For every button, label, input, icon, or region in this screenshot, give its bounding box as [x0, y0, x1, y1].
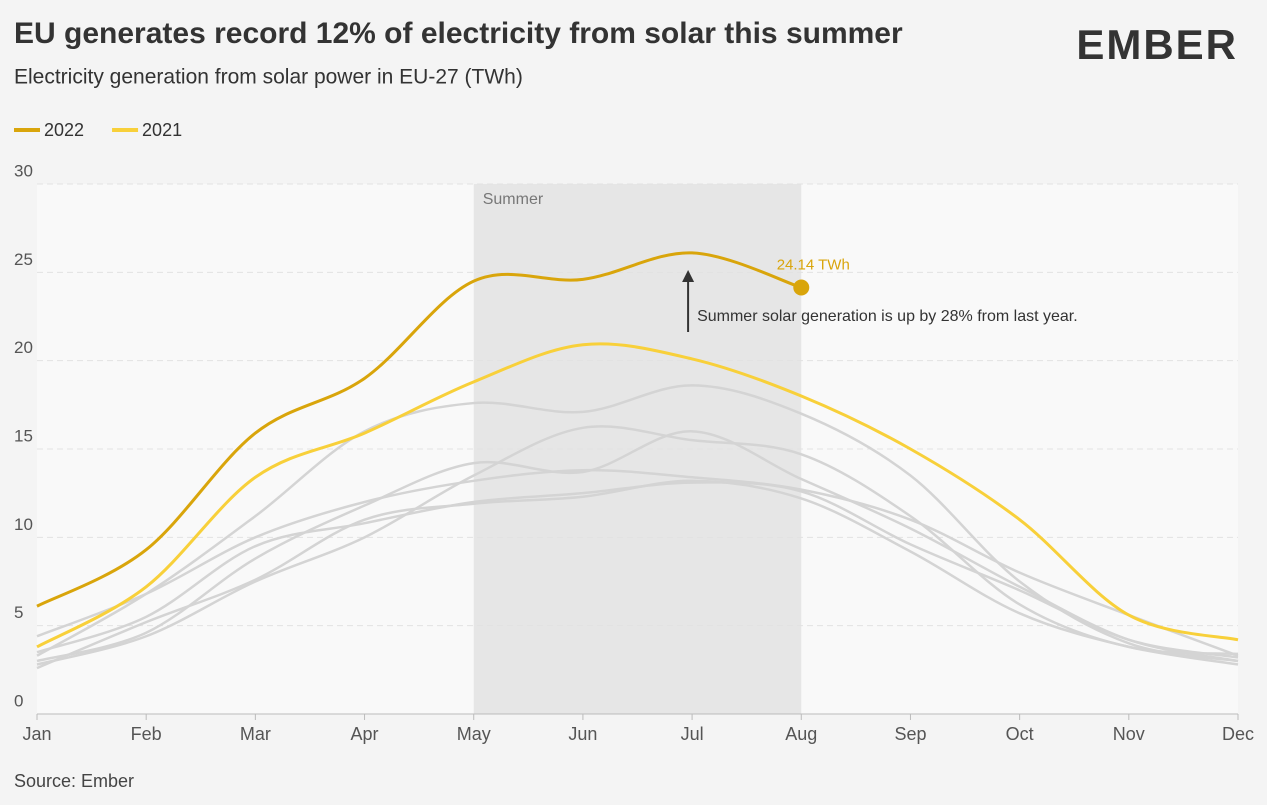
legend-label: 2021: [142, 120, 182, 140]
logo: EMBER: [1076, 21, 1238, 68]
y-tick-label: 20: [14, 338, 33, 357]
y-tick-label: 15: [14, 426, 33, 445]
chart-title: EU generates record 12% of electricity f…: [14, 17, 903, 50]
annotation-text: Summer solar generation is up by 28% fro…: [697, 308, 1078, 325]
x-tick-label: Apr: [351, 724, 379, 744]
x-tick-label: Aug: [785, 724, 817, 744]
x-tick-label: Oct: [1006, 724, 1034, 744]
x-tick-label: Jun: [568, 724, 597, 744]
end-point: [793, 279, 810, 296]
y-tick-label: 0: [14, 691, 23, 710]
past-year-line: [36, 468, 1239, 657]
y-tick-label: 5: [14, 603, 23, 622]
x-tick-label: Dec: [1222, 724, 1254, 744]
y-tick-label: 25: [14, 250, 33, 269]
y-tick-label: 10: [14, 515, 33, 534]
y-tick-label: 30: [14, 161, 33, 180]
past-year-line: [36, 425, 1239, 666]
x-tick-label: Feb: [131, 724, 162, 744]
past-year-line: [36, 384, 1239, 663]
chart-subtitle: Electricity generation from solar power …: [14, 66, 523, 89]
x-tick-label: Jan: [22, 724, 51, 744]
legend-label: 2022: [44, 120, 84, 140]
source: Source: Ember: [14, 771, 134, 791]
past-year-line: [36, 481, 1239, 659]
x-tick-label: Mar: [240, 724, 271, 744]
x-tick-label: Sep: [894, 724, 926, 744]
x-tick-label: Jul: [681, 724, 704, 744]
past-year-line: [36, 430, 1239, 663]
series-line: [36, 251, 802, 608]
x-tick-label: May: [457, 724, 491, 744]
x-tick-label: Nov: [1113, 724, 1145, 744]
series-line: [36, 342, 1239, 649]
data-label: 24.14 TWh: [777, 256, 850, 273]
highlight-label: Summer: [483, 191, 544, 208]
annotation-arrowhead: [682, 270, 695, 282]
